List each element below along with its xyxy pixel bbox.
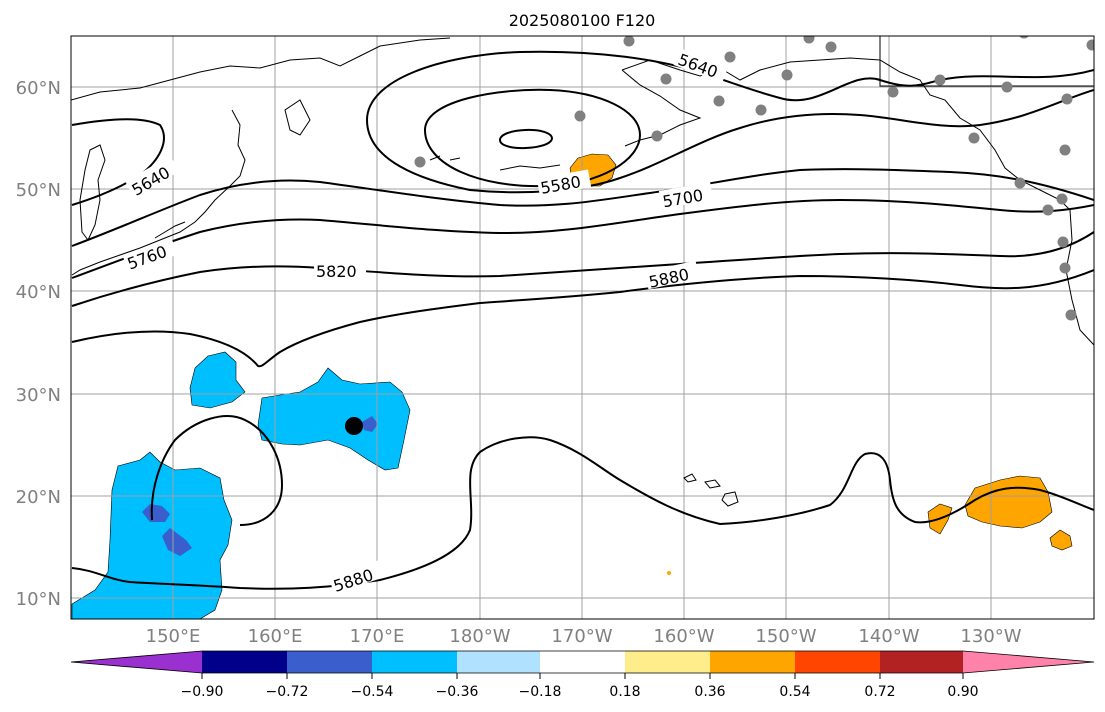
colorbar-segment-5 — [540, 651, 625, 673]
lat-label-10n: 10°N — [16, 589, 61, 610]
contour-5580-inner — [498, 128, 554, 150]
colorbar-label-3: −0.36 — [436, 684, 479, 700]
colorbar-label-1: −0.72 — [266, 684, 309, 700]
colorbar-label-0: −0.90 — [181, 684, 224, 700]
contour-5880-south — [71, 436, 1094, 590]
colorbar-label-5: 0.18 — [609, 684, 640, 700]
latitude-labels: 60°N 50°N 40°N 30°N 20°N 10°N — [16, 78, 61, 610]
colorbar-segment-2 — [287, 651, 372, 673]
lon-label-170w: 170°W — [551, 626, 612, 647]
contour-5580 — [423, 88, 642, 188]
contour-5880-loop — [150, 415, 284, 526]
storm-center-marker — [345, 417, 363, 435]
colorbar-label-4: −0.18 — [519, 684, 562, 700]
positive-anomaly-dot — [667, 571, 671, 575]
longitude-labels: 150°E 160°E 170°E 180°W 170°W 160°W 150°… — [146, 626, 1022, 647]
contour-5880-north — [71, 269, 1094, 368]
lon-label-160e: 160°E — [248, 626, 303, 647]
lon-label-150e: 150°E — [146, 626, 201, 647]
colorbar: −0.90 −0.72 −0.54 −0.36 −0.18 0.18 0.36 … — [70, 650, 1095, 700]
lon-label-140w: 140°W — [858, 626, 919, 647]
strong-negative-anomaly-1 — [142, 504, 170, 522]
lon-label-150w: 150°W — [755, 626, 816, 647]
colorbar-segment-7 — [710, 651, 795, 673]
colorbar-segment-10 — [963, 651, 1094, 673]
colorbar-label-2: −0.54 — [351, 684, 394, 700]
map-frame — [70, 35, 1095, 620]
lon-label-130w: 130°W — [960, 626, 1021, 647]
lon-label-170e: 170°E — [350, 626, 405, 647]
lon-label-180w: 180°W — [449, 626, 510, 647]
lat-label-60n: 60°N — [16, 78, 61, 99]
colorbar-segment-8 — [795, 651, 880, 673]
station-markers — [414, 36, 1094, 321]
colorbar-ticks — [201, 673, 964, 679]
colorbar-label-7: 0.54 — [779, 684, 810, 700]
colorbar-segment-4 — [457, 651, 540, 673]
colorbar-segment-3 — [372, 651, 457, 673]
colorbar-segment-0 — [71, 651, 202, 673]
contour-label-5820: 5820 — [316, 262, 357, 281]
strong-negative-anomaly-2 — [162, 528, 192, 556]
map-title: 2025080100 F120 — [509, 11, 656, 30]
lat-label-20n: 20°N — [16, 487, 61, 508]
contour-5640-west — [71, 118, 165, 206]
contour-5760 — [71, 198, 1094, 279]
graticule — [71, 36, 1094, 619]
colorbar-label-9: 0.90 — [947, 684, 978, 700]
colorbar-label-8: 0.72 — [864, 684, 895, 700]
contour-5820 — [71, 231, 1094, 307]
lat-label-40n: 40°N — [16, 282, 61, 303]
map-area: 5640 5640 5580 5700 5760 5820 5880 5880 — [71, 36, 1094, 619]
coastlines — [71, 36, 1094, 507]
contour-5640-ring-south — [366, 89, 1094, 194]
strong-negative-anomaly-3 — [362, 416, 378, 432]
contour-5700 — [71, 168, 1094, 247]
colorbar-segment-1 — [202, 651, 287, 673]
lat-label-30n: 30°N — [16, 385, 61, 406]
lat-label-50n: 50°N — [16, 180, 61, 201]
colorbar-segment-6 — [625, 651, 710, 673]
positive-anomaly-east-pacific-3 — [1049, 529, 1073, 551]
lon-label-160w: 160°W — [653, 626, 714, 647]
colorbar-label-6: 0.36 — [694, 684, 725, 700]
colorbar-segment-9 — [880, 651, 963, 673]
